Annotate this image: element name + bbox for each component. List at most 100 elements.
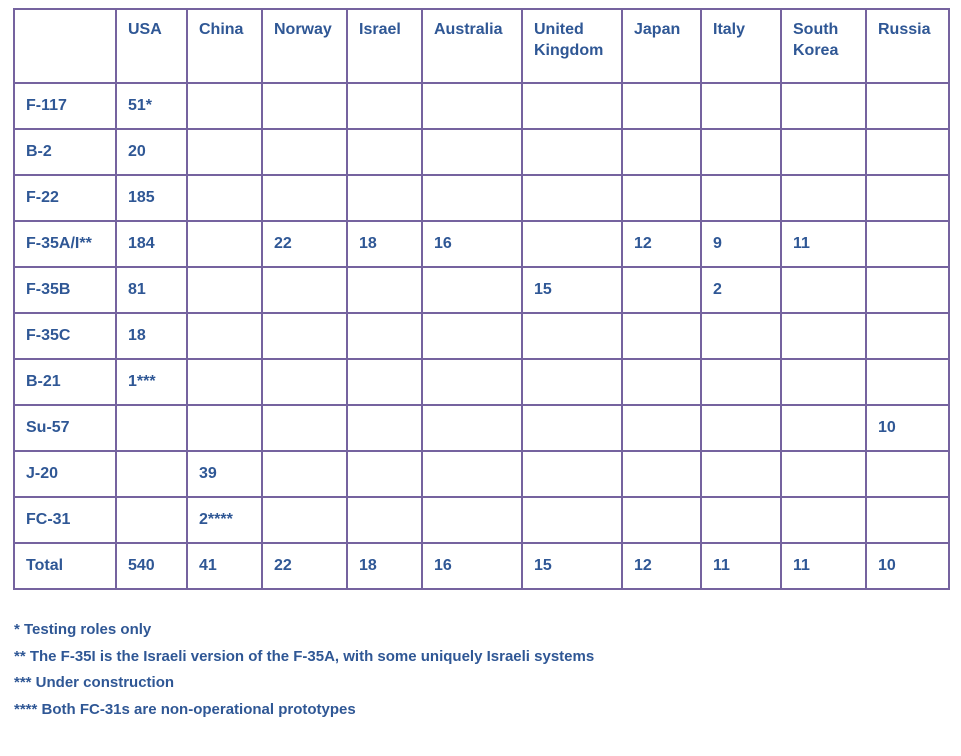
table-cell: 2**** bbox=[186, 496, 263, 544]
page: USA China Norway Israel Australia United King… bbox=[0, 8, 961, 756]
table-cell bbox=[261, 404, 348, 452]
table-cell bbox=[186, 312, 263, 360]
footnote-4: **** Both FC-31s are non-operational pro… bbox=[14, 700, 356, 718]
column-header-israel: Israel bbox=[346, 8, 423, 84]
footnote-1: * Testing roles only bbox=[14, 621, 152, 638]
column-header-usa: USA bbox=[115, 8, 188, 84]
table-cell bbox=[521, 312, 623, 360]
table-cell bbox=[621, 174, 702, 222]
table-cell: 15 bbox=[521, 266, 623, 314]
table-cell bbox=[700, 450, 782, 498]
table-cell bbox=[780, 312, 867, 360]
table-cell bbox=[865, 174, 950, 222]
table-row-f117: F-117 51* bbox=[13, 82, 950, 130]
table-cell bbox=[865, 82, 950, 130]
table-cell: 18 bbox=[115, 312, 188, 360]
table-cell bbox=[521, 174, 623, 222]
table-row-j20: J-20 39 bbox=[13, 450, 950, 498]
table-cell bbox=[521, 404, 623, 452]
table-cell bbox=[421, 82, 523, 130]
table-cell: 1*** bbox=[115, 358, 188, 406]
table-cell bbox=[261, 450, 348, 498]
table-cell: 11 bbox=[780, 542, 867, 590]
table-cell: 11 bbox=[780, 220, 867, 268]
table-cell bbox=[261, 128, 348, 176]
table-cell bbox=[780, 266, 867, 314]
table-row-b21: B-21 1*** bbox=[13, 358, 950, 406]
table-row-f35c: F-35C 18 bbox=[13, 312, 950, 360]
row-label: B-21 bbox=[13, 358, 117, 406]
table-cell bbox=[421, 358, 523, 406]
row-label: FC-31 bbox=[13, 496, 117, 544]
row-label: F-35A/I** bbox=[13, 220, 117, 268]
table-cell bbox=[700, 312, 782, 360]
table-cell bbox=[865, 450, 950, 498]
column-header-japan: Japan bbox=[621, 8, 702, 84]
table-cell bbox=[700, 174, 782, 222]
table-cell bbox=[865, 312, 950, 360]
table-row-total: Total 540 41 22 18 16 15 12 11 11 10 bbox=[13, 542, 950, 590]
table-cell: 18 bbox=[346, 220, 423, 268]
table-cell bbox=[700, 496, 782, 544]
table-cell: 20 bbox=[115, 128, 188, 176]
table-cell bbox=[346, 496, 423, 544]
table-cell: 10 bbox=[865, 542, 950, 590]
table-cell bbox=[700, 404, 782, 452]
footnote-2: ** The F-35I is the Israeli version of t… bbox=[14, 647, 595, 665]
table-cell bbox=[346, 128, 423, 176]
table-cell: 15 bbox=[521, 542, 623, 590]
table-cell bbox=[521, 128, 623, 176]
table-cell bbox=[521, 450, 623, 498]
table-cell: 41 bbox=[186, 542, 263, 590]
table-row-f35ai: F-35A/I** 184 22 18 16 12 9 11 bbox=[13, 220, 950, 268]
table-cell bbox=[865, 358, 950, 406]
table-cell bbox=[346, 450, 423, 498]
table-cell: 540 bbox=[115, 542, 188, 590]
row-label: B-2 bbox=[13, 128, 117, 176]
table-cell bbox=[346, 312, 423, 360]
table-cell bbox=[780, 358, 867, 406]
column-header-united-kingdom: United Kingdom bbox=[521, 8, 623, 84]
table-cell bbox=[780, 128, 867, 176]
column-header-south-korea: South Korea bbox=[780, 8, 867, 84]
row-label: F-35C bbox=[13, 312, 117, 360]
table-cell bbox=[780, 174, 867, 222]
header-row: USA China Norway Israel Australia United King… bbox=[13, 8, 950, 84]
column-header-russia: Russia bbox=[865, 8, 950, 84]
table-cell bbox=[421, 404, 523, 452]
table-cell bbox=[346, 266, 423, 314]
table-cell: 12 bbox=[621, 220, 702, 268]
table-cell: 22 bbox=[261, 542, 348, 590]
table-cell bbox=[186, 358, 263, 406]
table-cell bbox=[421, 312, 523, 360]
row-label: Total bbox=[13, 542, 117, 590]
table-cell bbox=[780, 404, 867, 452]
table-cell bbox=[621, 312, 702, 360]
table-cell bbox=[115, 496, 188, 544]
table-cell bbox=[780, 496, 867, 544]
table-cell bbox=[865, 128, 950, 176]
table-cell: 51* bbox=[115, 82, 188, 130]
table-cell: 16 bbox=[421, 220, 523, 268]
table-cell bbox=[186, 174, 263, 222]
row-label: F-22 bbox=[13, 174, 117, 222]
table-cell bbox=[621, 128, 702, 176]
table-cell bbox=[621, 82, 702, 130]
table-cell bbox=[186, 266, 263, 314]
table-cell bbox=[521, 496, 623, 544]
column-header-italy: Italy bbox=[700, 8, 782, 84]
table-cell bbox=[700, 82, 782, 130]
table-cell bbox=[186, 82, 263, 130]
table-row-f35b: F-35B 81 15 2 bbox=[13, 266, 950, 314]
table-cell bbox=[346, 174, 423, 222]
table-cell bbox=[865, 220, 950, 268]
table-cell: 12 bbox=[621, 542, 702, 590]
table-cell bbox=[621, 496, 702, 544]
table-cell bbox=[521, 358, 623, 406]
table-cell bbox=[865, 266, 950, 314]
table-cell bbox=[421, 496, 523, 544]
table-cell bbox=[186, 220, 263, 268]
column-header-australia: Australia bbox=[421, 8, 523, 84]
table-cell bbox=[115, 450, 188, 498]
table-cell bbox=[261, 266, 348, 314]
